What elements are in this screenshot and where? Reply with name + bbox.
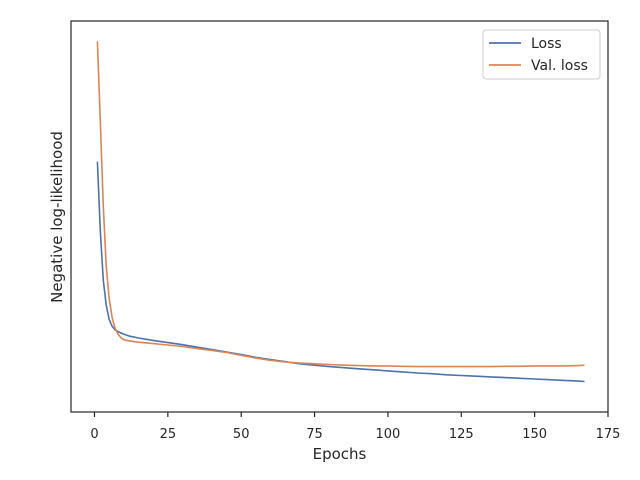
legend-label-val-loss: Val. loss (531, 58, 588, 74)
x-axis-ticks: 0 25 50 75 100 125 150 175 (90, 412, 620, 442)
x-tick-label: 75 (306, 427, 323, 442)
y-axis-label: Negative log-likelihood (48, 131, 66, 303)
x-tick-label: 100 (376, 427, 401, 442)
x-tick-label: 0 (90, 427, 98, 442)
plot-lines (96, 41, 585, 383)
plot-area-frame (70, 20, 609, 413)
series-line-val-loss (96, 41, 585, 368)
x-tick-label: 175 (596, 427, 621, 442)
x-tick-label: 25 (160, 427, 177, 442)
legend-label-loss: Loss (531, 36, 562, 52)
x-tick-label: 125 (449, 427, 474, 442)
x-tick-label: 50 (233, 427, 250, 442)
legend: Loss Val. loss (482, 29, 601, 80)
x-tick-label: 150 (522, 427, 547, 442)
series-line-loss (96, 161, 585, 383)
x-axis-label: Epochs (313, 445, 367, 463)
